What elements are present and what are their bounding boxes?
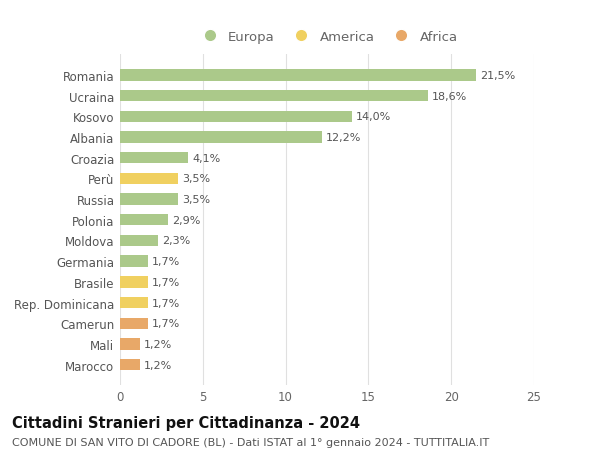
Legend: Europa, America, Africa: Europa, America, Africa (191, 25, 463, 49)
Bar (120, 318, 148, 329)
Text: 1,2%: 1,2% (144, 339, 172, 349)
Bar (120, 174, 178, 185)
Bar (120, 235, 158, 246)
Text: 1,2%: 1,2% (144, 360, 172, 370)
Text: COMUNE DI SAN VITO DI CADORE (BL) - Dati ISTAT al 1° gennaio 2024 - TUTTITALIA.I: COMUNE DI SAN VITO DI CADORE (BL) - Dati… (12, 437, 489, 447)
Bar (120, 339, 140, 350)
Bar (120, 153, 188, 164)
Text: 1,7%: 1,7% (152, 277, 181, 287)
Text: 12,2%: 12,2% (326, 133, 362, 143)
Text: 14,0%: 14,0% (356, 112, 391, 122)
Bar (120, 359, 140, 370)
Text: 1,7%: 1,7% (152, 298, 181, 308)
Text: 1,7%: 1,7% (152, 319, 181, 329)
Text: 1,7%: 1,7% (152, 257, 181, 267)
Bar (120, 112, 352, 123)
Text: 18,6%: 18,6% (432, 91, 467, 101)
Text: 3,5%: 3,5% (182, 174, 210, 184)
Bar (120, 297, 148, 308)
Bar (120, 215, 168, 226)
Text: 21,5%: 21,5% (480, 71, 515, 81)
Text: 2,3%: 2,3% (162, 236, 190, 246)
Text: 4,1%: 4,1% (192, 153, 220, 163)
Bar (120, 132, 322, 143)
Text: 3,5%: 3,5% (182, 195, 210, 205)
Bar (120, 194, 178, 205)
Bar (120, 91, 428, 102)
Text: 2,9%: 2,9% (172, 215, 200, 225)
Text: Cittadini Stranieri per Cittadinanza - 2024: Cittadini Stranieri per Cittadinanza - 2… (12, 415, 360, 431)
Bar (120, 256, 148, 267)
Bar (120, 277, 148, 288)
Bar (120, 70, 476, 81)
